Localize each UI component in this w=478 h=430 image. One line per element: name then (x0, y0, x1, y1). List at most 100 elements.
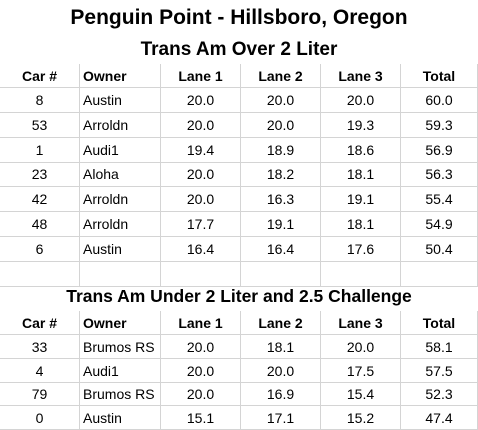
cell-lane1: 15.1 (161, 406, 241, 430)
cell-car: 8 (0, 88, 80, 113)
header-cell-car: Car # (0, 64, 80, 88)
cell-lane2: 16.9 (241, 382, 321, 406)
cell-lane2: 18.2 (241, 162, 321, 187)
header-cell-lane1: Lane 1 (161, 311, 241, 335)
empty-row (0, 262, 478, 287)
cell-lane3: 17.5 (321, 359, 401, 383)
cell-total: 57.5 (401, 359, 478, 383)
cell-lane1: 20.0 (161, 359, 241, 383)
page-title: Penguin Point - Hillsboro, Oregon (70, 6, 408, 29)
cell-lane1: 20.0 (161, 88, 241, 113)
cell-lane3: 17.6 (321, 237, 401, 262)
cell-total: 47.4 (401, 406, 478, 430)
header-cell-lane3: Lane 3 (321, 64, 401, 88)
table-row: 1 Audi1 19.4 18.9 18.6 56.9 (0, 138, 478, 163)
cell-car: 23 (0, 162, 80, 187)
cell-lane1: 19.4 (161, 138, 241, 163)
cell-lane2: 17.1 (241, 406, 321, 430)
cell-car: 4 (0, 359, 80, 383)
cell-car: 0 (0, 406, 80, 430)
cell-total: 54.9 (401, 212, 478, 237)
cell-lane3: 15.2 (321, 406, 401, 430)
table-row: 4 Audi1 20.0 20.0 17.5 57.5 (0, 359, 478, 383)
table-header-row: Car # Owner Lane 1 Lane 2 Lane 3 Total (0, 64, 478, 88)
header-cell-lane2: Lane 2 (241, 64, 321, 88)
cell-lane3: 18.1 (321, 162, 401, 187)
cell-lane1: 20.0 (161, 382, 241, 406)
cell-lane3: 15.4 (321, 382, 401, 406)
header-cell-lane1: Lane 1 (161, 64, 241, 88)
cell-lane2: 16.4 (241, 237, 321, 262)
cell-lane1: 17.7 (161, 212, 241, 237)
cell-owner: Audi1 (80, 138, 161, 163)
cell-car: 1 (0, 138, 80, 163)
cell-owner: Brumos RS (80, 382, 161, 406)
cell-lane3: 18.1 (321, 212, 401, 237)
table-row: 53 Arroldn 20.0 20.0 19.3 59.3 (0, 113, 478, 138)
table-row: 48 Arroldn 17.7 19.1 18.1 54.9 (0, 212, 478, 237)
cell-lane2: 20.0 (241, 88, 321, 113)
cell-lane1: 16.4 (161, 237, 241, 262)
cell-owner: Brumos RS (80, 335, 161, 359)
header-cell-lane2: Lane 2 (241, 311, 321, 335)
cell-car: 42 (0, 187, 80, 212)
cell-owner (80, 262, 161, 287)
cell-car (0, 262, 80, 287)
cell-owner: Austin (80, 406, 161, 430)
cell-total: 55.4 (401, 187, 478, 212)
cell-lane2: 20.0 (241, 113, 321, 138)
cell-owner: Arroldn (80, 113, 161, 138)
cell-car: 48 (0, 212, 80, 237)
section-title: Trans Am Under 2 Liter and 2.5 Challenge (66, 285, 412, 306)
cell-lane2: 16.3 (241, 187, 321, 212)
cell-lane2: 18.1 (241, 335, 321, 359)
header-cell-owner: Owner (80, 64, 161, 88)
table-row: 79 Brumos RS 20.0 16.9 15.4 52.3 (0, 382, 478, 406)
cell-lane1: 20.0 (161, 187, 241, 212)
cell-total: 56.9 (401, 138, 478, 163)
cell-owner: Audi1 (80, 359, 161, 383)
cell-total: 52.3 (401, 382, 478, 406)
cell-lane1 (161, 262, 241, 287)
header-cell-owner: Owner (80, 311, 161, 335)
cell-lane3: 19.1 (321, 187, 401, 212)
cell-lane3 (321, 262, 401, 287)
header-cell-total: Total (401, 64, 478, 88)
cell-lane2 (241, 262, 321, 287)
cell-total: 58.1 (401, 335, 478, 359)
cell-lane1: 20.0 (161, 113, 241, 138)
cell-car: 33 (0, 335, 80, 359)
cell-total: 50.4 (401, 237, 478, 262)
cell-lane2: 20.0 (241, 359, 321, 383)
cell-lane1: 20.0 (161, 335, 241, 359)
cell-car: 79 (0, 382, 80, 406)
section-title: Trans Am Over 2 Liter (140, 39, 338, 60)
cell-owner: Arroldn (80, 187, 161, 212)
cell-total: 60.0 (401, 88, 478, 113)
table-row: 23 Aloha 20.0 18.2 18.1 56.3 (0, 162, 478, 187)
cell-lane1: 20.0 (161, 162, 241, 187)
table-row: 0 Austin 15.1 17.1 15.2 47.4 (0, 406, 478, 430)
header-cell-car: Car # (0, 311, 80, 335)
cell-owner: Aloha (80, 162, 161, 187)
cell-total: 56.3 (401, 162, 478, 187)
cell-total: 59.3 (401, 113, 478, 138)
table-header-row: Car # Owner Lane 1 Lane 2 Lane 3 Total (0, 311, 478, 335)
header-cell-total: Total (401, 311, 478, 335)
cell-owner: Austin (80, 88, 161, 113)
cell-lane3: 20.0 (321, 88, 401, 113)
table-row: 8 Austin 20.0 20.0 20.0 60.0 (0, 88, 478, 113)
cell-car: 6 (0, 237, 80, 262)
cell-total (401, 262, 478, 287)
cell-lane3: 20.0 (321, 335, 401, 359)
header-cell-lane3: Lane 3 (321, 311, 401, 335)
cell-owner: Arroldn (80, 212, 161, 237)
table-row: 33 Brumos RS 20.0 18.1 20.0 58.1 (0, 335, 478, 359)
table-row: 6 Austin 16.4 16.4 17.6 50.4 (0, 237, 478, 262)
table-row: 42 Arroldn 20.0 16.3 19.1 55.4 (0, 187, 478, 212)
cell-owner: Austin (80, 237, 161, 262)
cell-lane3: 18.6 (321, 138, 401, 163)
cell-car: 53 (0, 113, 80, 138)
cell-lane3: 19.3 (321, 113, 401, 138)
